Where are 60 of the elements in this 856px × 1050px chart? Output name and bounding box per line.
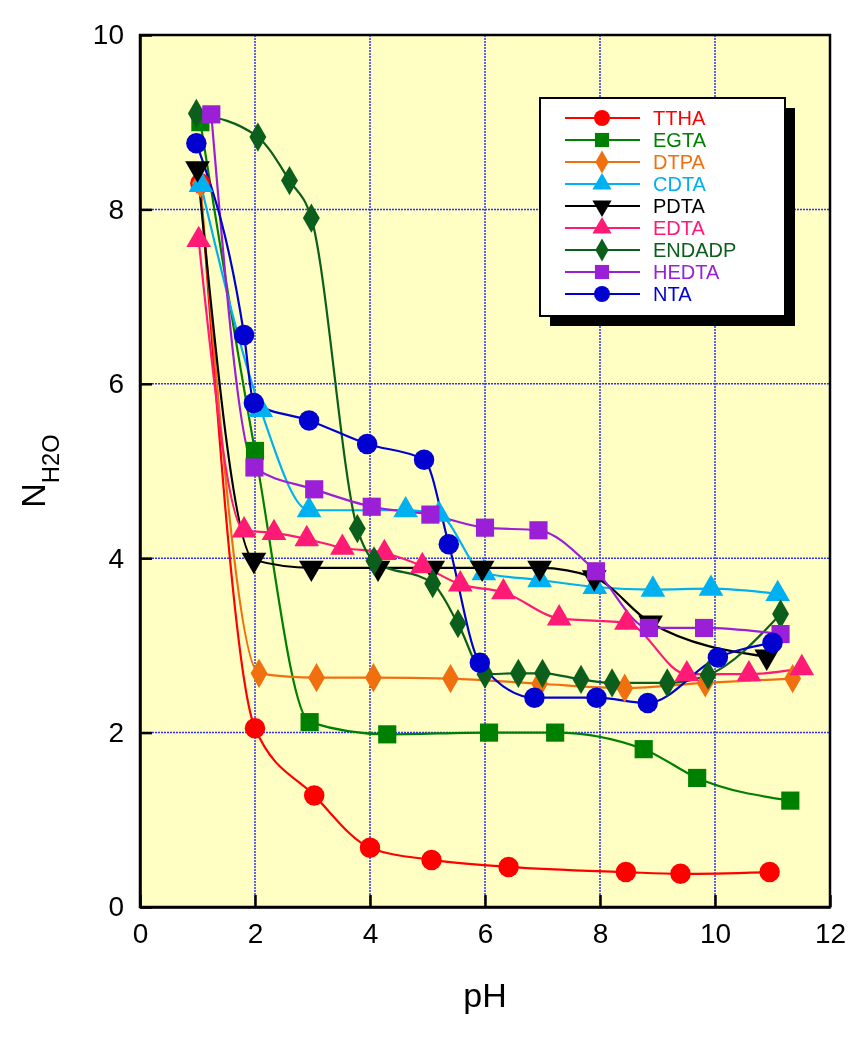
point	[586, 687, 607, 708]
legend-label: HEDTA	[653, 261, 720, 283]
point	[186, 132, 207, 154]
point	[469, 652, 491, 674]
y-tick-label: 6	[108, 368, 124, 400]
point	[303, 785, 325, 806]
point	[762, 632, 783, 654]
x-tick-label: 12	[814, 917, 847, 949]
point	[694, 618, 714, 638]
point	[202, 105, 221, 124]
x-tick-label: 4	[362, 917, 379, 949]
point	[707, 647, 729, 668]
legend-label: TTHA	[653, 107, 706, 129]
legend-label: CDTA	[653, 173, 707, 195]
point	[637, 692, 658, 714]
point	[781, 791, 800, 810]
y-tick-label: 4	[108, 542, 124, 574]
x-tick-label: 6	[477, 917, 494, 949]
point	[413, 449, 435, 470]
point	[546, 723, 565, 742]
legend-label: PDTA	[653, 195, 706, 217]
point	[298, 410, 320, 431]
x-tick-label: 10	[699, 917, 732, 949]
point	[356, 433, 378, 455]
x-tick-label: 2	[247, 917, 264, 949]
point	[244, 718, 266, 739]
point	[475, 518, 495, 537]
point	[498, 856, 519, 878]
point	[243, 392, 265, 414]
point	[639, 618, 658, 638]
x-tick-label: 0	[132, 917, 149, 949]
point	[378, 725, 397, 744]
point	[362, 497, 381, 516]
point	[300, 713, 319, 732]
point	[233, 324, 255, 346]
point	[438, 534, 460, 555]
legend-label: DTPA	[653, 151, 706, 173]
x-axis-title: pH	[463, 976, 507, 1014]
point	[479, 723, 499, 742]
point	[634, 740, 653, 759]
point	[529, 521, 548, 540]
point	[359, 837, 381, 858]
y-tick-label: 2	[108, 717, 124, 749]
legend-label: NTA	[653, 283, 693, 305]
y-tick-label: 10	[92, 19, 124, 51]
point	[421, 505, 440, 524]
point	[670, 863, 691, 885]
legend-label: EGTA	[653, 129, 707, 151]
point	[524, 687, 545, 708]
legend-label: EDTA	[653, 217, 706, 239]
y-tick-label: 0	[108, 891, 124, 923]
point	[688, 768, 707, 788]
point	[305, 480, 324, 499]
point	[759, 861, 780, 883]
point	[245, 458, 264, 477]
legend-label: ENDADP	[653, 239, 737, 261]
y-tick-label: 8	[108, 193, 124, 225]
point	[615, 861, 637, 883]
point	[421, 849, 442, 871]
x-tick-label: 8	[592, 917, 609, 949]
